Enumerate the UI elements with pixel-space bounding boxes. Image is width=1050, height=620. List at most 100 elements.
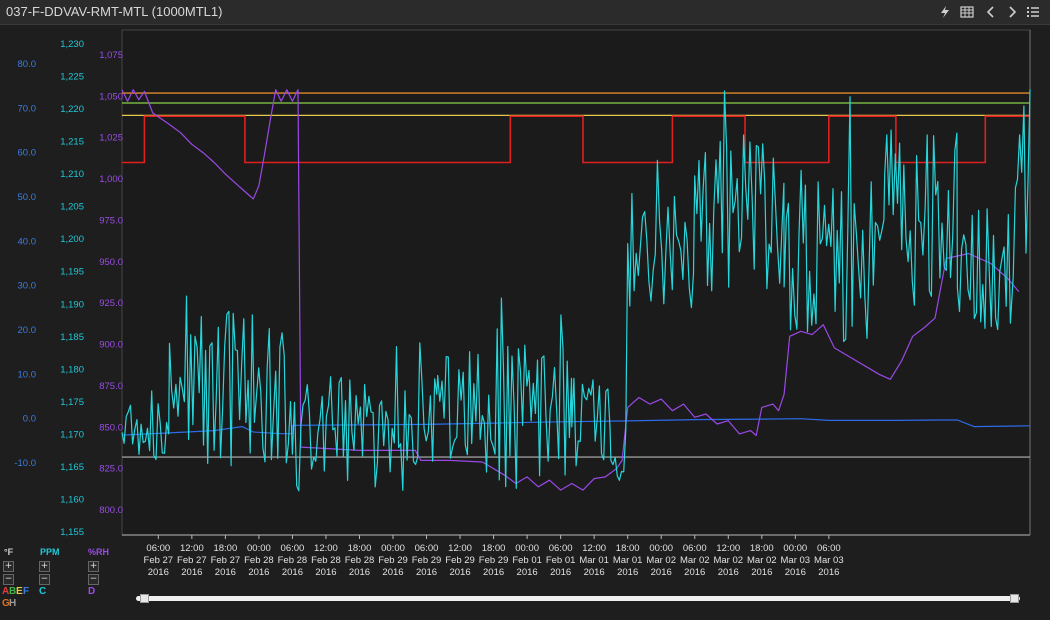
rh-zoom-in-button[interactable]: + [88, 561, 99, 572]
ppm-zoom-out-button[interactable]: − [39, 574, 50, 585]
x-tick-label: 12:00 [180, 543, 204, 554]
scroll-handle-left[interactable] [140, 594, 149, 603]
x-tick-label: 06:00 [146, 543, 170, 554]
x-tick-label: 2016 [181, 567, 202, 578]
ppm-tick-label: 1,165 [60, 462, 84, 473]
legend-letter-h[interactable]: H [9, 598, 17, 609]
ppm-tick-label: 1,155 [60, 527, 84, 538]
rh-tick-label: 900.0 [99, 340, 123, 351]
legend-letter-b[interactable]: B [9, 586, 17, 597]
rh-tick-label: 1,025 [99, 133, 123, 144]
table-icon[interactable] [958, 3, 976, 21]
x-tick-label: 2016 [517, 567, 538, 578]
x-tick-label: 06:00 [549, 543, 573, 554]
temp-zoom-in-button[interactable]: + [3, 561, 14, 572]
x-tick-label: Feb 28 [278, 555, 308, 566]
rh-tick-label: 1,075 [99, 50, 123, 61]
x-tick-label: 2016 [718, 567, 739, 578]
x-tick-label: 12:00 [716, 543, 740, 554]
series-temp-line [121, 418, 1031, 436]
rh-unit-label: %RH [88, 547, 110, 557]
temp-zoom-out-button[interactable]: − [3, 574, 14, 585]
legend-letter-c[interactable]: C [39, 586, 47, 597]
chevron-right-icon[interactable] [1003, 3, 1021, 21]
title-bar: 037-F-DDVAV-RMT-MTL (1000MTL1) [0, 0, 1050, 25]
x-tick-label: Feb 28 [311, 555, 341, 566]
x-tick-label: Mar 03 [814, 555, 844, 566]
time-scrollbar[interactable] [128, 594, 1030, 603]
legend-letter-a[interactable]: A [2, 586, 10, 597]
temp-tick-label: 80.0 [18, 59, 37, 70]
x-tick-label: Feb 01 [512, 555, 542, 566]
list-icon[interactable] [1024, 3, 1042, 21]
x-tick-label: Feb 27 [211, 555, 241, 566]
x-tick-label: Feb 29 [445, 555, 475, 566]
legend-letter-g[interactable]: G [2, 598, 10, 609]
rh-tick-label: 950.0 [99, 257, 123, 268]
temp-tick-label: 20.0 [18, 325, 37, 336]
scroll-handle-right[interactable] [1010, 594, 1019, 603]
temp-tick-label: 10.0 [18, 369, 37, 380]
legend-letter-e[interactable]: E [16, 586, 23, 597]
x-tick-label: 06:00 [817, 543, 841, 554]
x-tick-label: Feb 27 [144, 555, 174, 566]
ppm-tick-label: 1,175 [60, 397, 84, 408]
ppm-tick-label: 1,200 [60, 234, 84, 245]
x-tick-label: 00:00 [649, 543, 673, 554]
x-tick-label: 06:00 [683, 543, 707, 554]
x-tick-label: Mar 01 [579, 555, 609, 566]
x-tick-label: Mar 03 [781, 555, 811, 566]
temp-unit-label: °F [4, 547, 14, 557]
x-tick-label: 12:00 [314, 543, 338, 554]
rh-tick-label: 1,050 [99, 91, 123, 102]
x-tick-label: Mar 02 [713, 555, 743, 566]
ppm-tick-label: 1,170 [60, 429, 84, 440]
x-tick-label: 00:00 [381, 543, 405, 554]
x-tick-label: 00:00 [515, 543, 539, 554]
temp-tick-label: 30.0 [18, 281, 37, 292]
x-tick-label: Mar 02 [747, 555, 777, 566]
x-tick-label: 2016 [215, 567, 236, 578]
chevron-left-icon[interactable] [982, 3, 1000, 21]
legend-letter-f[interactable]: F [23, 586, 30, 597]
x-tick-label: 2016 [483, 567, 504, 578]
x-tick-label: Feb 28 [345, 555, 375, 566]
ppm-tick-label: 1,205 [60, 202, 84, 213]
x-tick-label: 2016 [651, 567, 672, 578]
ppm-tick-label: 1,215 [60, 137, 84, 148]
x-tick-label: 2016 [584, 567, 605, 578]
temp-tick-label: 60.0 [18, 148, 37, 159]
x-tick-label: 06:00 [415, 543, 439, 554]
x-tick-label: 18:00 [616, 543, 640, 554]
x-tick-label: Mar 02 [646, 555, 676, 566]
ppm-tick-label: 1,190 [60, 299, 84, 310]
rh-tick-label: 1,000 [99, 174, 123, 185]
x-tick-label: 2016 [617, 567, 638, 578]
rh-zoom-out-button[interactable]: − [88, 574, 99, 585]
x-tick-label: Feb 27 [177, 555, 207, 566]
rh-tick-label: 925.0 [99, 298, 123, 309]
ppm-tick-label: 1,210 [60, 169, 84, 180]
x-tick-label: 18:00 [482, 543, 506, 554]
series-rh-line [121, 89, 1020, 491]
ppm-tick-label: 1,230 [60, 39, 84, 50]
ppm-tick-label: 1,160 [60, 494, 84, 505]
legend-letter-d[interactable]: D [88, 586, 96, 597]
trend-chart: 80.0 70.0 60.0 50.0 40.0 30.0 20.0 10.0 0.0 -10.0… [14, 29, 1031, 578]
rh-tick-label: 800.0 [99, 505, 123, 516]
x-tick-label: 18:00 [348, 543, 372, 554]
temp-tick-label: -10.0 [14, 458, 36, 469]
x-tick-label: 2016 [282, 567, 303, 578]
x-tick-label: 2016 [550, 567, 571, 578]
ppm-tick-label: 1,220 [60, 104, 84, 115]
x-tick-label: 06:00 [281, 543, 305, 554]
x-tick-label: Feb 01 [546, 555, 576, 566]
x-tick-label: 18:00 [750, 543, 774, 554]
x-tick-label: 18:00 [213, 543, 237, 554]
ppm-zoom-in-button[interactable]: + [39, 561, 50, 572]
x-tick-label: 12:00 [448, 543, 472, 554]
x-tick-label: 2016 [382, 567, 403, 578]
lightning-icon[interactable] [936, 3, 954, 21]
x-tick-label: Feb 29 [378, 555, 408, 566]
scroll-track[interactable] [136, 596, 1020, 601]
